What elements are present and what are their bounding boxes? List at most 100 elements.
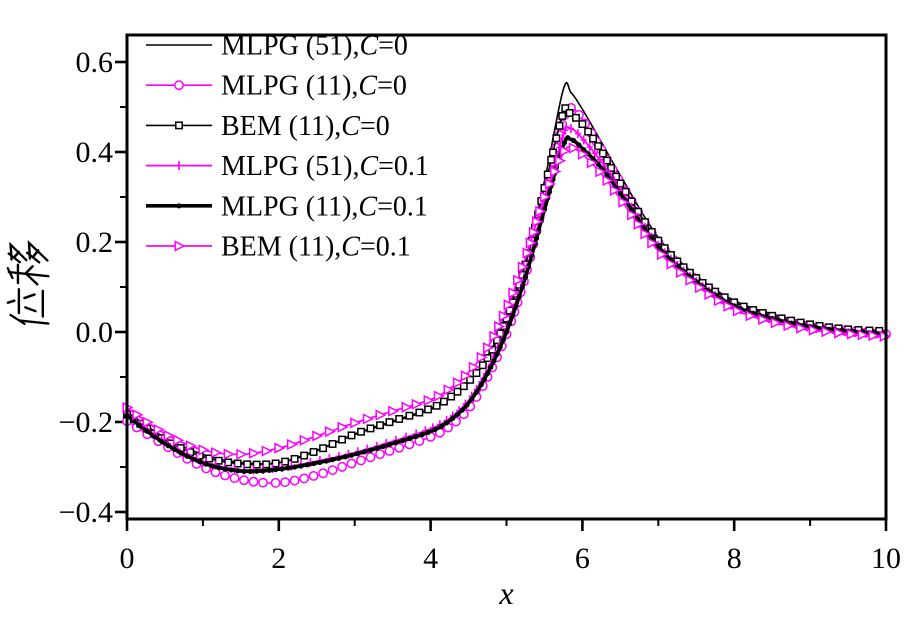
square-marker <box>565 109 574 117</box>
triangle-right-marker <box>476 351 488 363</box>
y-tick-label: −0.2 <box>59 406 113 439</box>
dot-marker <box>507 321 513 327</box>
square-marker <box>405 411 414 420</box>
dot-marker <box>565 135 571 141</box>
dot-marker <box>292 464 298 470</box>
circle-marker <box>229 473 240 484</box>
triangle-right-marker <box>808 324 820 336</box>
triangle-right-marker <box>666 258 678 270</box>
triangle-right-marker <box>261 445 273 457</box>
dot-marker <box>419 431 426 438</box>
triangle-right-marker <box>299 434 311 446</box>
dot-marker <box>184 453 190 459</box>
triangle-right-marker <box>498 310 511 322</box>
triangle-right-marker <box>539 191 552 203</box>
circle-marker <box>318 468 329 479</box>
triangle-right-marker <box>550 165 562 178</box>
x-axis-title: x <box>498 575 513 611</box>
dot-marker <box>197 459 203 465</box>
circle-marker <box>308 470 319 481</box>
dot-marker <box>481 376 487 382</box>
circle-marker <box>220 470 230 481</box>
dot-marker <box>176 203 182 209</box>
x-tick-label: 6 <box>575 542 590 575</box>
dot-marker <box>342 454 348 460</box>
triangle-right-marker <box>586 157 599 169</box>
x-tick-labels: 0 2 4 6 8 10 <box>120 542 902 575</box>
dot-marker <box>216 465 222 471</box>
square-marker <box>309 448 318 456</box>
circle-marker <box>375 449 385 460</box>
triangle-right-marker <box>609 184 621 197</box>
dot-marker <box>361 449 367 455</box>
dot-marker <box>310 460 317 467</box>
triangle-right-marker <box>694 281 707 294</box>
triangle-right-marker <box>423 394 435 407</box>
series-markers <box>122 142 891 460</box>
plot-frame <box>125 33 888 521</box>
square-marker <box>243 460 252 469</box>
square-marker <box>347 431 356 440</box>
dot-marker <box>355 450 361 457</box>
triangle-right-marker <box>857 329 869 341</box>
square-marker <box>366 424 375 433</box>
series-group <box>122 81 891 488</box>
dot-marker <box>510 312 516 318</box>
x-tick-label: 0 <box>120 542 135 575</box>
triangle-right-marker <box>185 440 197 452</box>
square-marker <box>319 444 328 453</box>
square-marker <box>603 156 611 165</box>
triangle-right-marker <box>602 174 614 187</box>
dot-marker <box>454 411 461 418</box>
triangle-right-marker <box>211 447 223 459</box>
y-tick-labels: 0.6 0.4 0.2 0.0 −0.2 −0.4 <box>59 46 113 529</box>
circle-marker <box>346 458 357 469</box>
dot-marker <box>159 438 165 445</box>
dot-marker <box>432 427 438 433</box>
dot-marker <box>247 468 253 474</box>
square-marker <box>175 121 183 130</box>
dot-marker <box>450 415 456 421</box>
dot-marker <box>438 423 444 429</box>
dot-marker <box>488 364 494 370</box>
circle-marker <box>337 461 347 472</box>
square-marker <box>338 435 347 444</box>
dot-marker <box>469 396 475 402</box>
triangle-right-marker <box>142 416 154 428</box>
dot-marker <box>260 468 266 474</box>
dot-marker <box>516 294 522 300</box>
triangle-right-marker <box>163 429 175 442</box>
dot-marker <box>491 358 497 364</box>
square-marker <box>214 456 223 465</box>
square-marker <box>548 148 557 157</box>
legend-item: MLPG (11),C=0.1 <box>146 191 428 222</box>
triangle-right-marker <box>618 196 630 208</box>
dot-marker <box>323 458 329 464</box>
triangle-right-marker <box>528 226 541 238</box>
square-marker <box>376 421 384 430</box>
dot-marker <box>576 142 582 148</box>
dot-marker <box>329 457 336 463</box>
circle-marker <box>289 475 300 486</box>
square-marker <box>415 408 424 417</box>
triangle-right-marker <box>174 240 186 252</box>
legend-label: BEM (11),C=0.1 <box>221 232 411 263</box>
triangle-right-marker <box>508 287 520 299</box>
y-tick-label: −0.4 <box>59 496 113 529</box>
square-marker <box>578 120 587 129</box>
square-marker <box>496 329 505 338</box>
y-axis-title-glyphs <box>6 240 50 326</box>
glyph-yi-stroke <box>14 250 21 258</box>
dot-marker <box>519 284 525 290</box>
triangle-right-marker <box>713 295 726 307</box>
dot-marker <box>137 423 143 429</box>
dot-marker <box>425 429 431 436</box>
dot-marker <box>336 455 342 461</box>
square-marker <box>594 142 603 151</box>
triangle-right-marker <box>198 444 210 456</box>
triangle-right-marker <box>362 413 375 425</box>
dot-marker <box>522 274 529 280</box>
dot-marker <box>171 446 178 452</box>
dot-marker <box>494 351 500 357</box>
circle-marker <box>384 445 395 456</box>
